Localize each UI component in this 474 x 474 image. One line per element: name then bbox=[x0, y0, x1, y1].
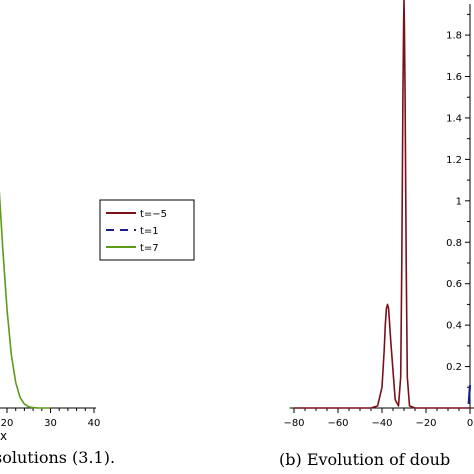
panel-a-x-tick-label-30: 30 bbox=[44, 418, 57, 429]
panel-b-y-tick-label-5: 1.2 bbox=[446, 155, 462, 166]
caption-panel-a: solutions (3.1). bbox=[0, 448, 116, 467]
panel-a-x-ticks: 20 30 40 bbox=[1, 408, 101, 429]
panel-b-y-tick-label-2: 0.6 bbox=[446, 279, 462, 290]
panel-b-y-tick-label-4: 1 bbox=[456, 196, 462, 207]
panel-b-x-tick-label-4: 0 bbox=[467, 418, 473, 429]
caption-panel-b: (b) Evolution of doub bbox=[279, 450, 451, 469]
panel-b-y-tick-label-8: 1.8 bbox=[446, 31, 462, 42]
panel-b-y-tick-label-0: 0.2 bbox=[446, 362, 462, 373]
panel-b-y-tick-label-3: 0.8 bbox=[446, 238, 462, 249]
panel-a-x-axis-label: x bbox=[0, 429, 7, 443]
panel-b-series bbox=[294, 0, 472, 409]
panel-b-x-tick-label-3: −20 bbox=[415, 418, 436, 429]
panel-b-chart: −80 −60 −40 −20 0 0.2 0.4 0.6 0.8 1 1.2 1.4 1.6 1.8 bbox=[283, 0, 474, 429]
legend-label-1: t=1 bbox=[140, 226, 159, 237]
panel-b-x-ticks: −80 −60 −40 −20 0 bbox=[283, 408, 473, 429]
panel-b-x-tick-label-1: −60 bbox=[327, 418, 348, 429]
panel-b-x-tick-label-2: −40 bbox=[371, 418, 392, 429]
legend-label-0: t=−5 bbox=[140, 209, 167, 220]
panel-a-series bbox=[0, 190, 51, 409]
legend-box bbox=[99, 199, 195, 261]
panel-b-series-line-1 bbox=[467, 385, 472, 404]
panel-b-x-tick-label-0: −80 bbox=[283, 418, 304, 429]
panel-a-series-line-0 bbox=[0, 190, 51, 409]
panel-b-y-tick-label-6: 1.4 bbox=[446, 113, 462, 124]
panel-a-x-tick-label-40: 40 bbox=[88, 418, 101, 429]
legend-label-2: t=7 bbox=[140, 243, 159, 254]
panel-b-series-line-0 bbox=[294, 0, 470, 409]
panel-a-x-tick-label-20: 20 bbox=[1, 418, 14, 429]
panel-a-chart: 20 30 40 x t=−5 t=1 t=7 bbox=[0, 190, 195, 443]
panel-b-y-tick-label-7: 1.6 bbox=[446, 72, 462, 83]
legend: t=−5 t=1 t=7 bbox=[99, 199, 195, 261]
panel-b-y-ticks: 0.2 0.4 0.6 0.8 1 1.2 1.4 1.6 1.8 bbox=[446, 13, 470, 388]
panel-b-y-tick-label-1: 0.4 bbox=[446, 321, 462, 332]
